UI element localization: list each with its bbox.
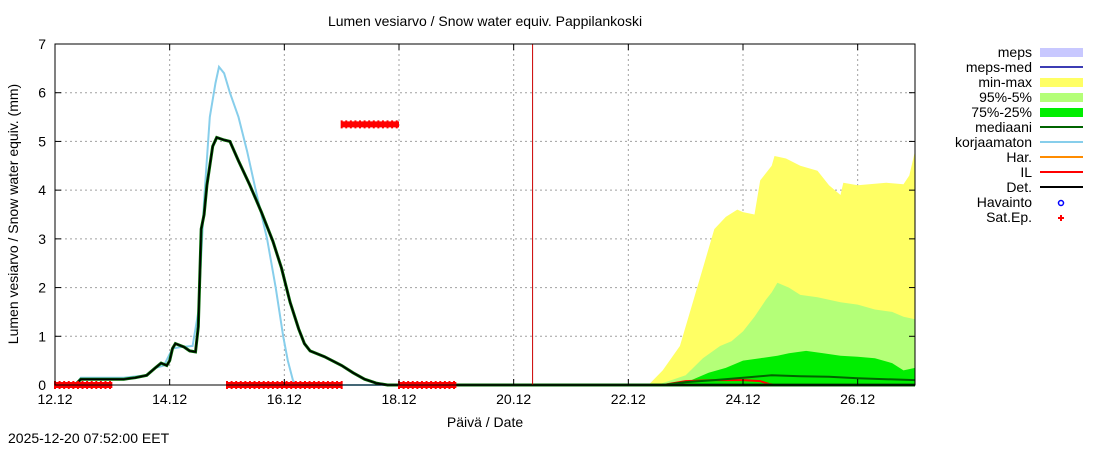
legend-label: IL <box>1020 164 1032 180</box>
legend-swatch <box>1057 199 1065 207</box>
y-tick-label: 5 <box>38 133 46 149</box>
legend-item: Det. <box>1006 179 1083 195</box>
legend-label: meps <box>998 44 1032 60</box>
x-tick-label: 22.12 <box>611 391 646 407</box>
legend-swatch <box>1040 93 1083 102</box>
series-det <box>55 136 915 386</box>
legend-item: Havainto <box>977 194 1065 210</box>
x-tick-label: 24.12 <box>725 391 760 407</box>
x-tick-label: 14.12 <box>152 391 187 407</box>
legend-label: mediaani <box>975 119 1032 135</box>
legend-label: Sat.Ep. <box>986 209 1032 225</box>
x-tick-label: 12.12 <box>37 391 72 407</box>
plot-frame <box>54 43 916 386</box>
x-tick-label: 16.12 <box>267 391 302 407</box>
sat-ep-segment <box>340 120 399 129</box>
x-tick-label: 26.12 <box>840 391 875 407</box>
legend-label: meps-med <box>966 59 1032 75</box>
chart-title: Lumen vesiarvo / Snow water equiv. Pappi… <box>328 13 642 29</box>
legend: mepsmeps-medmin-max95%-5%75%-25%mediaani… <box>955 44 1083 225</box>
legend-label: min-max <box>978 74 1032 90</box>
y-tick-label: 3 <box>38 231 46 247</box>
legend-item: 95%-5% <box>979 89 1083 105</box>
timestamp: 2025-12-20 07:52:00 EET <box>8 430 170 446</box>
x-tick-label: 18.12 <box>381 391 416 407</box>
legend-item: korjaamaton <box>955 134 1083 150</box>
legend-item: meps <box>998 44 1083 60</box>
legend-label: 95%-5% <box>979 89 1032 105</box>
legend-label: korjaamaton <box>955 134 1032 150</box>
legend-item: meps-med <box>966 59 1083 75</box>
legend-item: 75%-25% <box>971 104 1083 120</box>
y-tick-label: 2 <box>38 280 46 296</box>
x-axis-label: Päivä / Date <box>447 414 523 430</box>
y-tick-label: 7 <box>38 36 46 52</box>
plot-area <box>54 44 916 389</box>
y-axis-label: Lumen vesiarvo / Snow water equiv. (mm) <box>5 84 21 344</box>
y-tick-label: 0 <box>38 377 46 393</box>
legend-item: mediaani <box>975 119 1083 135</box>
series-75-25 <box>674 350 915 385</box>
legend-swatch <box>1040 48 1083 57</box>
legend-label: Har. <box>1006 149 1032 165</box>
sat-ep-bar <box>341 121 399 128</box>
x-tick-label: 20.12 <box>496 391 531 407</box>
y-tick-label: 1 <box>38 328 46 344</box>
legend-item: Har. <box>1006 149 1083 165</box>
legend-item: IL <box>1020 164 1083 180</box>
y-tick-label: 6 <box>38 85 46 101</box>
legend-item: min-max <box>978 74 1083 90</box>
legend-swatch <box>1040 108 1083 117</box>
legend-label: Havainto <box>977 194 1032 210</box>
legend-label: Det. <box>1006 179 1032 195</box>
legend-item: Sat.Ep. <box>986 209 1064 225</box>
legend-swatch <box>1040 78 1083 87</box>
axes: 0 1 2 3 4 5 6 7 12.12 14.12 16.12 18.12 20.12 22.12 24… <box>37 36 916 407</box>
series-mediaani <box>662 374 916 386</box>
y-tick-label: 4 <box>38 182 46 198</box>
legend-label: 75%-25% <box>971 104 1032 120</box>
